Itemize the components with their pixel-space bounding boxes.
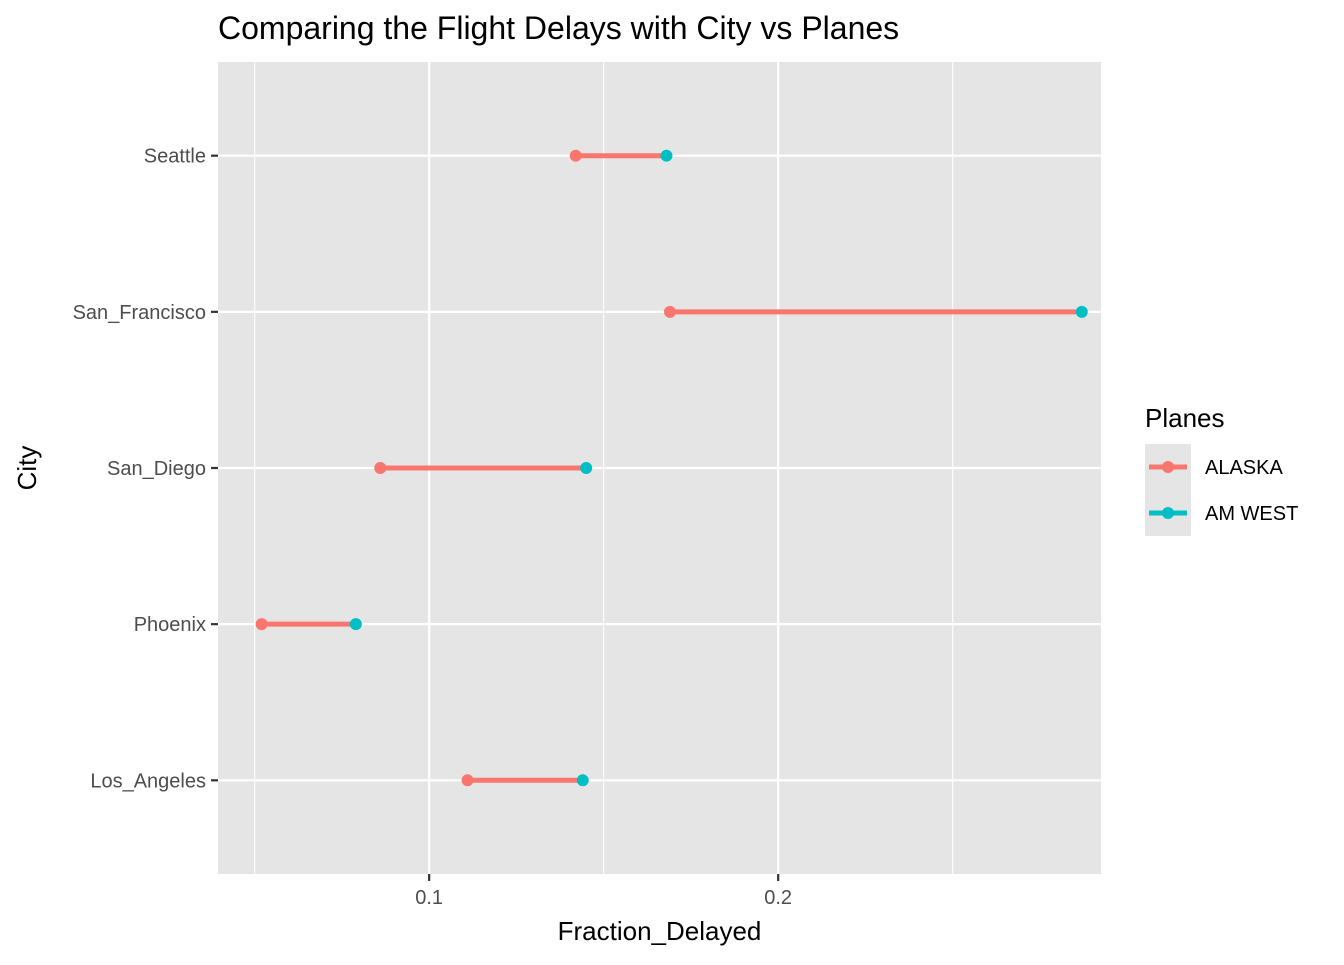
point-am-west-san-diego: [580, 462, 593, 474]
y-tick-label: Los_Angeles: [90, 770, 206, 792]
point-alaska-san-diego: [374, 462, 387, 474]
y-tick-label: San_Diego: [107, 458, 206, 480]
legend-label-alaska: ALASKA: [1205, 457, 1283, 479]
x-axis: 0.1 0.2: [415, 874, 792, 909]
legend-point-alaska: [1162, 461, 1174, 473]
legend: Planes ALASKA AM WEST: [1145, 403, 1298, 536]
x-tick-label: 0.2: [764, 887, 792, 909]
point-alaska-los-angeles: [461, 774, 474, 787]
point-alaska-phoenix: [255, 618, 268, 631]
legend-point-am-west: [1162, 507, 1174, 519]
legend-label-am-west: AM WEST: [1205, 503, 1298, 525]
chart-title: Comparing the Flight Delays with City vs…: [218, 10, 899, 46]
y-tick-label: Seattle: [144, 146, 206, 168]
y-tick-label: San_Francisco: [73, 302, 206, 324]
point-am-west-san-francisco: [1075, 305, 1088, 318]
point-am-west-los-angeles: [576, 774, 589, 787]
legend-title: Planes: [1145, 403, 1225, 433]
x-tick-label: 0.1: [415, 887, 443, 909]
y-axis: Los_Angeles Phoenix San_Diego San_Francisco…: [73, 146, 218, 792]
legend-items: ALASKA AM WEST: [1145, 444, 1298, 536]
point-am-west-phoenix: [349, 618, 362, 631]
point-alaska-san-francisco: [663, 305, 676, 318]
y-axis-title: City: [12, 446, 42, 491]
point-am-west-seattle: [660, 149, 673, 162]
data-marks: [255, 149, 1088, 787]
point-alaska-seattle: [569, 149, 582, 162]
x-axis-title: Fraction_Delayed: [558, 916, 762, 946]
y-tick-label: Phoenix: [134, 614, 206, 636]
